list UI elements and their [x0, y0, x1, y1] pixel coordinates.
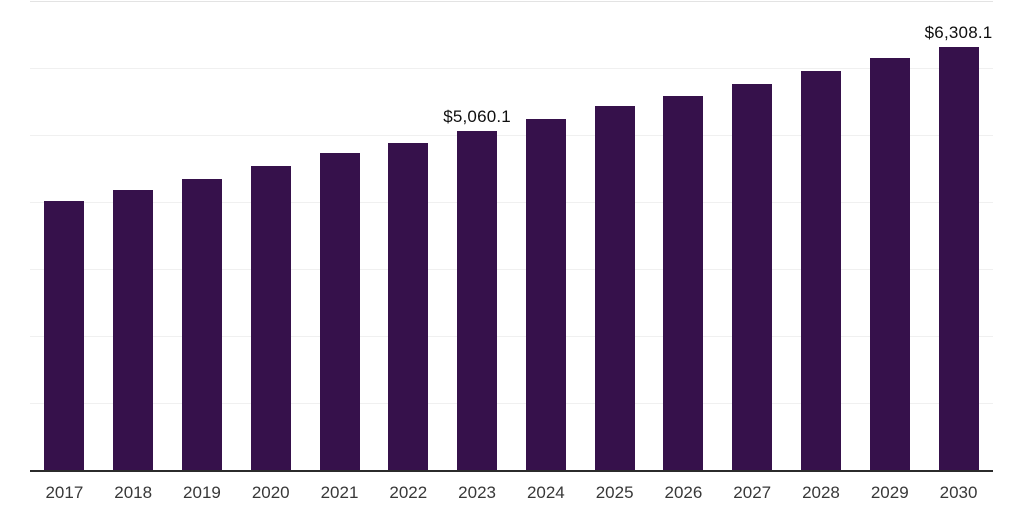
bar-2026 [663, 96, 704, 470]
x-tick-2028: 2028 [802, 483, 840, 502]
bar-2020 [250, 165, 291, 470]
bar-slot-2021 [305, 1, 374, 470]
bar-2027 [732, 83, 773, 470]
bar-2023 [457, 130, 498, 470]
x-tick-2029: 2029 [870, 483, 909, 502]
x-tick-2022: 2022 [389, 483, 428, 502]
bars-row: $5,060.1 $6,308.1 [30, 1, 993, 470]
bar-slot-2028 [787, 1, 856, 470]
x-tick-2017: 2017 [45, 483, 84, 502]
x-tick-2019: 2019 [183, 483, 221, 502]
x-tick-2021: 2021 [320, 483, 359, 502]
bar-2021 [319, 153, 360, 470]
bar-slot-2020 [236, 1, 305, 470]
x-tick-2026: 2026 [664, 483, 703, 502]
bar-value-label-2030: $6,308.1 [924, 23, 993, 43]
x-tick-2030: 2030 [939, 483, 978, 502]
bar-2024 [525, 118, 566, 470]
bar-2029 [869, 57, 910, 470]
bar-2028 [800, 71, 841, 470]
x-tick-2020: 2020 [251, 483, 290, 502]
x-axis-line [30, 470, 993, 472]
bar-2019 [181, 178, 222, 470]
x-axis-tick-labels: 2017 2018 2019 2020 2021 2022 2023 2024 2025 2026… [30, 483, 993, 503]
bar-2018 [113, 189, 154, 470]
gridline-6000 [30, 68, 993, 69]
bar-slot-2022 [374, 1, 443, 470]
bar-2017 [44, 200, 85, 470]
x-tick-2027: 2027 [733, 483, 772, 502]
x-tick-2024: 2024 [526, 483, 565, 502]
bar-slot-2025 [580, 1, 649, 470]
gridline-7000 [30, 1, 993, 2]
bar-slot-2026 [649, 1, 718, 470]
gridline-2000 [30, 336, 993, 337]
bar-slot-2024 [511, 1, 580, 470]
bar-2022 [388, 143, 429, 470]
bar-2025 [594, 106, 635, 470]
bar-slot-2030: $6,308.1 [924, 1, 993, 470]
bar-slot-2023: $5,060.1 [443, 1, 512, 470]
bar-slot-2017 [30, 1, 99, 470]
gridline-5000 [30, 135, 993, 136]
x-tick-2018: 2018 [114, 483, 153, 502]
gridline-4000 [30, 202, 993, 203]
plot-area: $5,060.1 $6,308.1 [30, 1, 993, 472]
bar-slot-2029 [855, 1, 924, 470]
bar-2030 [938, 47, 979, 470]
x-tick-2025: 2025 [595, 483, 634, 502]
bar-value-label-2023: $5,060.1 [443, 106, 511, 126]
gridline-1000 [30, 403, 993, 404]
bar-slot-2027 [718, 1, 787, 470]
x-tick-2023: 2023 [458, 483, 496, 502]
gridline-3000 [30, 269, 993, 270]
bar-slot-2019 [168, 1, 237, 470]
bar-slot-2018 [99, 1, 168, 470]
